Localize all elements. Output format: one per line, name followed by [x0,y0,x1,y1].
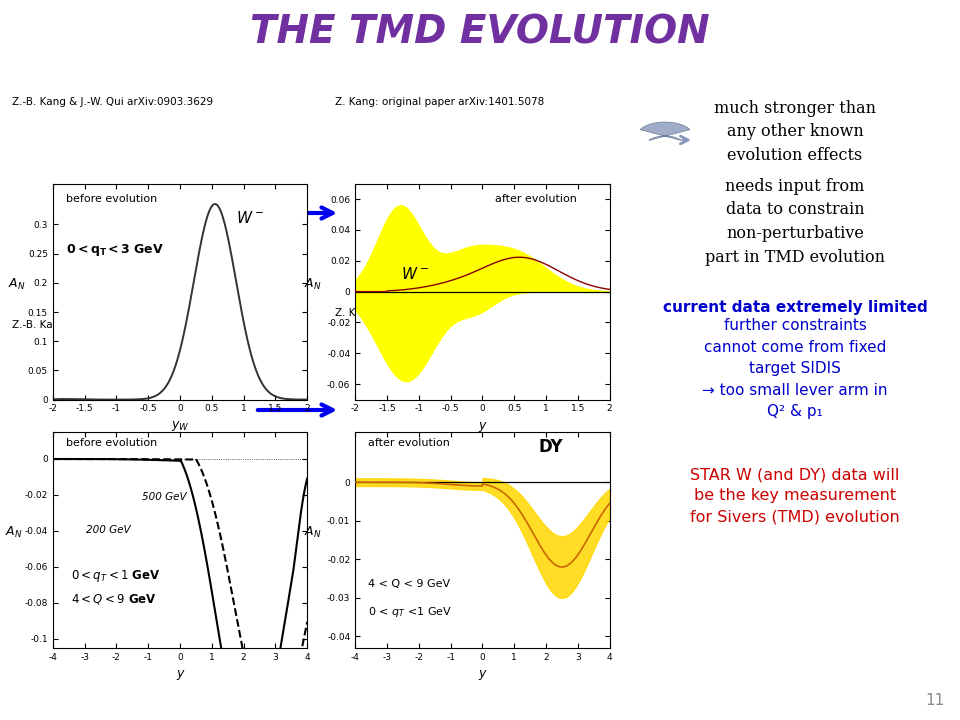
Text: before evolution: before evolution [65,438,156,449]
X-axis label: y: y [479,419,486,432]
Text: 500 GeV: 500 GeV [142,492,186,503]
Text: ÷ ~10: ÷ ~10 [222,186,294,206]
Text: after evolution: after evolution [368,438,450,449]
X-axis label: $y_W$: $y_W$ [171,419,189,433]
Text: Z. Kang: original paper arXiv:1401.5078: Z. Kang: original paper arXiv:1401.5078 [335,97,544,107]
X-axis label: y: y [479,667,486,680]
Text: 0 < $q_T$ <1 GeV: 0 < $q_T$ <1 GeV [368,605,452,618]
Text: further constraints
cannot come from fixed
target SIDIS
→ too small lever arm in: further constraints cannot come from fix… [703,318,888,419]
Text: $0<q_T<1$ GeV: $0<q_T<1$ GeV [71,568,160,584]
Text: $W^-$: $W^-$ [401,266,429,282]
Y-axis label: $A_N$: $A_N$ [304,525,322,540]
Text: current data extremely limited: current data extremely limited [662,300,927,315]
Text: Z.-B. Kang & J.-W. Qui arXiv:0903.3629: Z.-B. Kang & J.-W. Qui arXiv:0903.3629 [12,97,213,107]
Text: $4<Q<9$ GeV: $4<Q<9$ GeV [71,592,156,606]
Text: 4 < Q < 9 GeV: 4 < Q < 9 GeV [368,579,450,589]
Text: $W^-$: $W^-$ [236,210,264,225]
Text: ÷ ~4: ÷ ~4 [222,383,279,403]
Text: after evolution: after evolution [495,194,577,204]
Text: Z. Kang et al. arXiv:1401.5078: Z. Kang et al. arXiv:1401.5078 [335,308,494,318]
Text: before evolution: before evolution [65,194,156,204]
Y-axis label: $A_N$: $A_N$ [8,276,26,292]
X-axis label: y: y [177,667,183,680]
Text: THE TMD EVOLUTION: THE TMD EVOLUTION [251,14,709,52]
Y-axis label: $A_N$: $A_N$ [304,276,322,292]
Text: much stronger than
any other known
evolution effects: much stronger than any other known evolu… [714,100,876,164]
Text: DY: DY [539,438,563,456]
Polygon shape [640,122,690,140]
Text: needs input from
data to constrain
non-perturbative
part in TMD evolution: needs input from data to constrain non-p… [705,178,885,266]
Text: STAR W (and DY) data will
be the key measurement
for Sivers (TMD) evolution: STAR W (and DY) data will be the key mea… [690,467,900,524]
Text: 11: 11 [925,693,945,708]
Text: 200 GeV: 200 GeV [85,525,131,535]
Text: Z.-B. Kang & J.-W. Qui Phys.Rev.D81:054020,2010: Z.-B. Kang & J.-W. Qui Phys.Rev.D81:0540… [12,320,271,330]
Y-axis label: $A_N$: $A_N$ [5,525,22,540]
Text: $\mathbf{0<q_T<3\ GeV}$: $\mathbf{0<q_T<3\ GeV}$ [65,242,163,258]
